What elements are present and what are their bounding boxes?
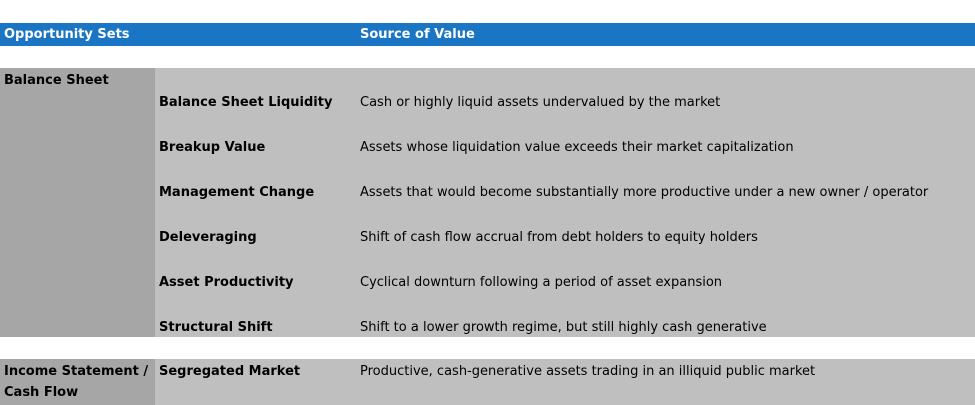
group-label-cell [0, 359, 155, 405]
group-label-cell [0, 68, 155, 337]
group-label-income-statement: Income Statement / Cash Flow [4, 361, 148, 403]
group-balance-sheet: Balance Sheet Balance Sheet Liquidity Ca… [0, 68, 975, 337]
row-description: Cyclical downturn following a period of … [360, 275, 723, 290]
row-description: Cash or highly liquid assets undervalued… [360, 95, 721, 110]
row-name: Structural Shift [159, 320, 273, 335]
group-income-statement: Income Statement / Cash Flow Segregated … [0, 359, 975, 405]
header-source-of-value: Source of Value [360, 27, 475, 42]
group-label-balance-sheet: Balance Sheet [4, 73, 109, 88]
row-name: Breakup Value [159, 140, 266, 155]
row-description: Productive, cash-generative assets tradi… [360, 364, 816, 379]
table-header: Opportunity Sets Source of Value [0, 23, 975, 46]
row-name: Segregated Market [159, 364, 301, 379]
header-opportunity-sets: Opportunity Sets [4, 27, 130, 42]
row-description: Assets whose liquidation value exceeds t… [360, 140, 794, 155]
row-name: Management Change [159, 185, 315, 200]
row-description: Assets that would become substantially m… [360, 185, 929, 200]
group-label-line: Income Statement / [4, 364, 149, 379]
row-description: Shift of cash flow accrual from debt hol… [360, 230, 758, 245]
row-name: Deleveraging [159, 230, 257, 245]
row-description: Shift to a lower growth regime, but stil… [360, 320, 767, 335]
group-label-line: Cash Flow [4, 385, 79, 400]
row-name: Balance Sheet Liquidity [159, 95, 333, 110]
row-name: Asset Productivity [159, 275, 294, 290]
